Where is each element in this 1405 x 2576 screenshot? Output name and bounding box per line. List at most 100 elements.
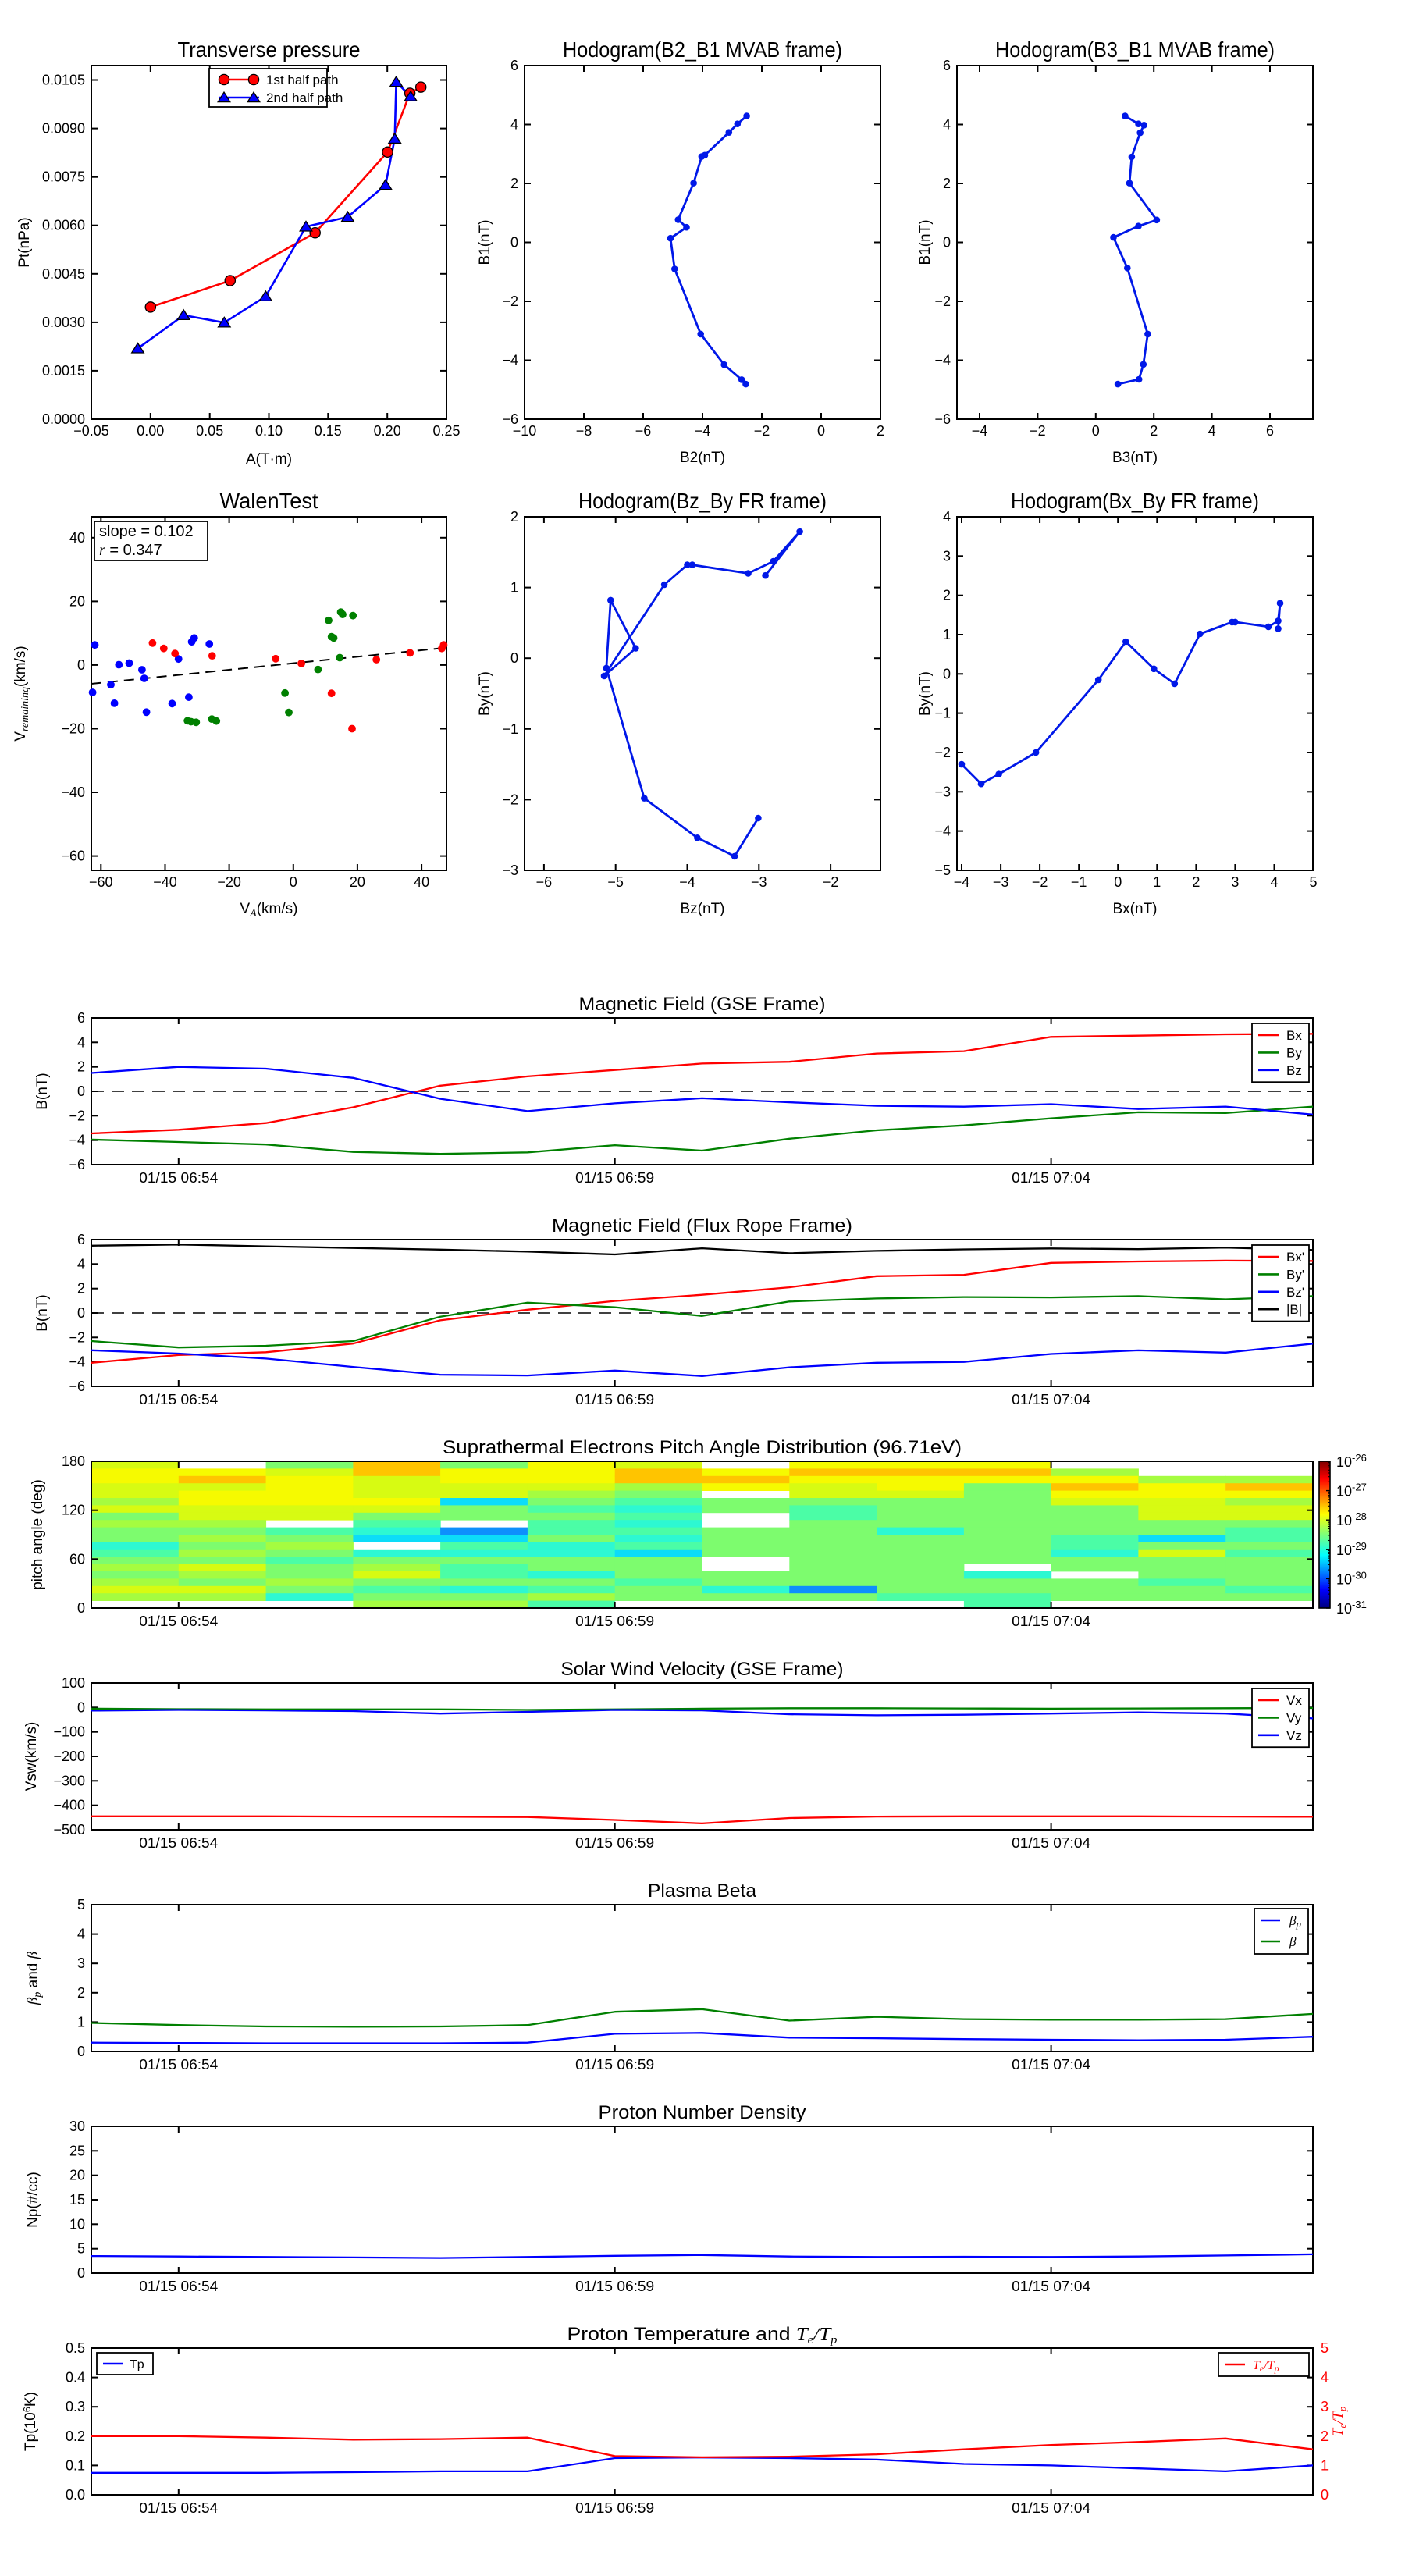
svg-text:01/15 06:54: 01/15 06:54	[139, 1614, 218, 1629]
svg-text:01/15 07:04: 01/15 07:04	[1012, 1614, 1090, 1629]
svg-text:0: 0	[1321, 2487, 1329, 2503]
svg-text:1: 1	[943, 627, 951, 642]
svg-text:01/15 07:04: 01/15 07:04	[1012, 1835, 1090, 1851]
svg-text:6: 6	[510, 58, 518, 73]
svg-text:2: 2	[1321, 2428, 1329, 2444]
svg-text:01/15 06:59: 01/15 06:59	[575, 2279, 654, 2294]
svg-text:20: 20	[69, 2168, 85, 2183]
svg-text:By(nT): By(nT)	[917, 671, 934, 716]
svg-text:0: 0	[77, 657, 85, 673]
svg-text:10: 10	[69, 2216, 85, 2232]
svg-text:By': By'	[1286, 1267, 1304, 1282]
svg-text:−60: −60	[61, 849, 85, 864]
svg-text:Bz: Bz	[1286, 1063, 1302, 1078]
svg-text:−6: −6	[536, 874, 553, 890]
svg-text:−2: −2	[934, 294, 951, 309]
svg-text:B1(nT): B1(nT)	[917, 219, 934, 265]
svg-text:60: 60	[69, 1551, 85, 1567]
svg-text:−60: −60	[89, 874, 113, 890]
svg-text:B(nT): B(nT)	[34, 1294, 51, 1332]
svg-text:B3(nT): B3(nT)	[1112, 450, 1158, 466]
svg-text:B1(nT): B1(nT)	[477, 219, 493, 265]
svg-text:−1: −1	[502, 721, 518, 737]
svg-text:0.0015: 0.0015	[42, 363, 85, 379]
svg-text:−3: −3	[502, 863, 518, 878]
svg-text:2: 2	[877, 423, 884, 439]
svg-text:0.2: 0.2	[66, 2428, 85, 2444]
svg-text:−20: −20	[217, 874, 241, 890]
svg-text:−2: −2	[754, 423, 770, 439]
svg-text:5: 5	[77, 2241, 85, 2257]
svg-text:Tp: Tp	[130, 2358, 144, 2371]
svg-text:r = 0.347: r = 0.347	[99, 542, 162, 559]
svg-text:−2: −2	[1032, 874, 1048, 890]
svg-text:Transverse pressure: Transverse pressure	[178, 37, 361, 62]
svg-text:2: 2	[1150, 423, 1158, 439]
svg-text:01/15 06:54: 01/15 06:54	[139, 1835, 218, 1851]
svg-text:−400: −400	[53, 1798, 85, 1813]
svg-text:1: 1	[1153, 874, 1161, 890]
svg-text:By(nT): By(nT)	[477, 671, 493, 716]
svg-text:0: 0	[77, 2265, 85, 2281]
svg-text:0.00: 0.00	[137, 423, 164, 439]
svg-text:−300: −300	[53, 1773, 85, 1788]
svg-text:1st half path: 1st half path	[266, 73, 339, 87]
svg-text:−3: −3	[751, 874, 767, 890]
svg-text:01/15 06:54: 01/15 06:54	[139, 2057, 218, 2073]
svg-text:Suprathermal Electrons Pitch A: Suprathermal Electrons Pitch Angle Distr…	[443, 1437, 962, 1458]
svg-text:3: 3	[943, 548, 951, 564]
svg-text:Vz: Vz	[1286, 1728, 1302, 1743]
svg-text:01/15 07:04: 01/15 07:04	[1012, 2279, 1090, 2294]
svg-text:|B|: |B|	[1286, 1302, 1302, 1317]
svg-text:6: 6	[1266, 423, 1274, 439]
svg-text:01/15 06:54: 01/15 06:54	[139, 1392, 218, 1407]
svg-text:B2(nT): B2(nT)	[680, 450, 725, 466]
svg-text:5: 5	[1309, 874, 1317, 890]
svg-text:−2: −2	[1030, 423, 1046, 439]
svg-text:Hodogram(B3_B1 MVAB frame): Hodogram(B3_B1 MVAB frame)	[995, 37, 1275, 62]
svg-text:20: 20	[69, 593, 85, 609]
svg-text:40: 40	[69, 530, 85, 546]
svg-text:2: 2	[943, 176, 951, 191]
svg-text:−2: −2	[69, 1108, 85, 1123]
svg-text:Solar Wind Velocity (GSE Frame: Solar Wind Velocity (GSE Frame)	[561, 1659, 844, 1680]
svg-text:4: 4	[77, 1256, 85, 1272]
svg-text:β: β	[1289, 1934, 1297, 1949]
svg-text:−5: −5	[607, 874, 624, 890]
svg-text:0: 0	[1092, 423, 1100, 439]
svg-text:0: 0	[510, 650, 518, 666]
svg-text:Bx: Bx	[1286, 1028, 1302, 1043]
svg-text:01/15 06:59: 01/15 06:59	[575, 2500, 654, 2516]
svg-text:0.05: 0.05	[196, 423, 223, 439]
svg-text:−3: −3	[934, 784, 951, 799]
svg-text:−10: −10	[513, 423, 537, 439]
svg-text:01/15 06:54: 01/15 06:54	[139, 1170, 218, 1186]
svg-text:2nd half path: 2nd half path	[266, 91, 343, 105]
svg-text:−500: −500	[53, 1822, 85, 1838]
svg-text:0: 0	[77, 1305, 85, 1321]
svg-text:−20: −20	[61, 721, 85, 737]
svg-text:0.0045: 0.0045	[42, 266, 85, 282]
svg-text:2: 2	[77, 1985, 85, 2001]
svg-text:4: 4	[943, 117, 951, 133]
svg-text:−2: −2	[934, 745, 951, 760]
svg-text:3: 3	[1321, 2399, 1329, 2414]
svg-text:−6: −6	[69, 1157, 85, 1172]
svg-text:−6: −6	[502, 411, 518, 427]
svg-text:Te/Tp: Te/Tp	[1253, 2359, 1279, 2374]
svg-text:1: 1	[510, 580, 518, 596]
svg-text:0: 0	[77, 1699, 85, 1715]
svg-text:0: 0	[943, 235, 951, 251]
svg-text:−4: −4	[934, 353, 951, 368]
svg-text:3: 3	[77, 1955, 85, 1971]
svg-text:−4: −4	[972, 423, 988, 439]
svg-text:VA(km/s): VA(km/s)	[240, 901, 297, 920]
svg-text:−3: −3	[993, 874, 1009, 890]
svg-text:01/15 06:59: 01/15 06:59	[575, 2057, 654, 2073]
svg-text:Tp(106K): Tp(106K)	[21, 2392, 39, 2451]
svg-text:Vx: Vx	[1286, 1693, 1302, 1708]
svg-text:0.10: 0.10	[255, 423, 283, 439]
svg-text:1: 1	[1321, 2457, 1329, 2473]
svg-text:0.3: 0.3	[66, 2399, 85, 2414]
svg-text:5: 5	[1321, 2340, 1329, 2356]
